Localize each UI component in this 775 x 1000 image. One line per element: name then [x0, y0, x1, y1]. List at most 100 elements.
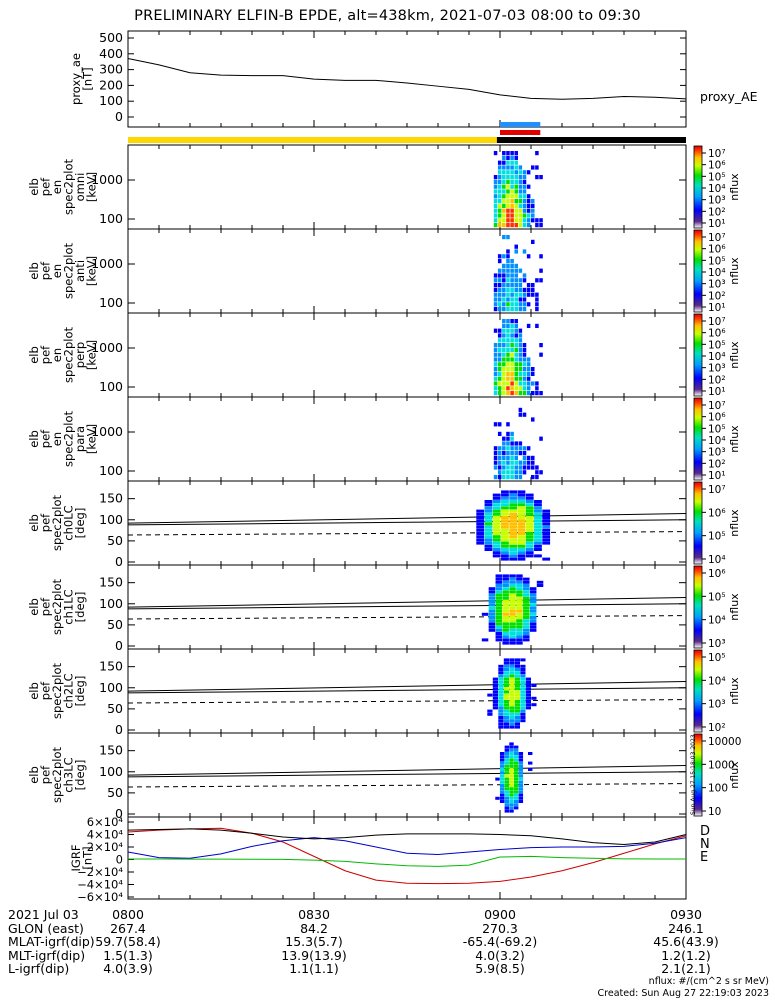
ytick-label: 100 [99, 596, 123, 611]
pitch-angle-cell [534, 548, 542, 551]
pitch-angle-cell [488, 606, 496, 610]
axis-row-value: 45.6(43.9) [653, 934, 719, 950]
spectrogram-cell [506, 376, 510, 381]
pitch-angle-cell [502, 632, 509, 635]
spectrogram-cell [510, 160, 514, 165]
pitch-angle-cell [509, 606, 516, 610]
spectrogram-cell [531, 199, 535, 204]
spectrogram-cell [497, 333, 502, 338]
pitch-angle-cell [523, 584, 530, 587]
ylabel-ch1LC-4: [deg] [73, 592, 87, 623]
pitch-angle-cell [509, 584, 516, 587]
pitch-angle-cell [509, 784, 514, 787]
spectrogram-cell [510, 357, 514, 362]
spectrogram-cell [526, 218, 531, 223]
ylabel-perp-2: en [50, 348, 64, 362]
pitch-angle-cell [525, 684, 531, 687]
pitch-angle-cell [509, 600, 516, 603]
igrf-legend-D: D [700, 824, 710, 839]
pitch-angle-cell [520, 716, 526, 719]
ylabel-para-5: [keV] [85, 424, 99, 454]
spectrogram-cell [514, 184, 518, 189]
axis-row-value: 1.2(1.2) [661, 947, 711, 963]
spectrogram-cell [506, 155, 510, 160]
pitch-angle-cell [534, 535, 542, 539]
axis-row-value: -65.4(-69.2) [462, 934, 538, 950]
spectrogram-cell [518, 302, 523, 307]
spectrogram-cell [535, 475, 539, 480]
spectrogram-cell [531, 208, 535, 213]
spectrogram-cell [531, 460, 535, 465]
ylabel-anti-4: anti [73, 260, 87, 282]
pitch-angle-cell [518, 755, 524, 759]
pitch-angle-cell [513, 787, 519, 791]
pitch-angle-cell [509, 690, 515, 694]
pitch-angle-cell [517, 548, 526, 551]
spectrogram-cell [502, 263, 506, 268]
spectrogram-cell [493, 362, 498, 367]
pitch-angle-cell [517, 490, 526, 494]
pitch-angle-cell [518, 758, 524, 762]
pitch-angle-cell [492, 509, 501, 513]
dashed-loss-cone-line [127, 531, 687, 536]
pitch-angle-cell [476, 509, 485, 513]
spectrogram-cell [526, 357, 531, 362]
spectrogram-cell [514, 343, 518, 348]
panel-frame [127, 228, 687, 314]
pitch-angle-cell [495, 603, 503, 607]
pitch-angle-cell [501, 532, 509, 535]
spectrogram-cell [493, 347, 498, 352]
pitch-angle-cell [509, 800, 514, 803]
axis-row-label: MLAT-igrf(dip) [8, 934, 95, 950]
pitch-angle-cell [528, 768, 533, 771]
pitch-angle-cell [518, 790, 524, 794]
spectrogram-cell [497, 302, 502, 307]
pitch-angle-cell [534, 525, 542, 529]
pitch-angle-cell [492, 700, 498, 703]
spectrogram-cell [502, 475, 506, 480]
pitch-angle-cell [523, 593, 530, 597]
pitch-angle-cell [513, 748, 519, 752]
axis-row-value: 84.2 [300, 920, 328, 936]
loss-cone-line [127, 519, 687, 526]
pitch-angle-cell [525, 687, 531, 691]
pitch-angle-cell [501, 490, 509, 494]
pitch-angle-cell [509, 658, 515, 662]
pitch-angle-cell [484, 548, 493, 551]
spectrogram-cell [493, 391, 498, 396]
pitch-angle-cell [499, 774, 505, 778]
spectrogram-cell [518, 412, 523, 417]
spectrogram-cell [531, 475, 535, 480]
spectrogram-cell [514, 223, 518, 228]
spectrogram-cell [514, 249, 518, 254]
created-note: Created: Sun Aug 27 22:19:03 2023 [597, 988, 769, 999]
spectrogram-cell [497, 422, 502, 427]
spectrogram-cell [506, 367, 510, 372]
spectrogram-cell [510, 259, 514, 264]
pitch-angle-cell [501, 519, 509, 523]
pitch-angle-cell [514, 693, 520, 697]
spectrogram-cell [502, 465, 506, 470]
spectrogram-cell [502, 194, 506, 199]
spectrogram-cell [506, 268, 510, 273]
spectrogram-cell [497, 218, 502, 223]
pitch-angle-cell [504, 774, 510, 778]
pitch-angle-cell [509, 742, 514, 746]
pitch-angle-cell [488, 628, 496, 632]
spectrogram-cell [518, 268, 523, 273]
pitch-angle-cell [517, 509, 526, 513]
pitch-angle-cell [516, 609, 523, 613]
pitch-angle-cell [542, 522, 551, 526]
pitch-angle-cell [492, 706, 498, 710]
pitch-angle-cell [509, 619, 516, 623]
pitch-angle-cell [513, 803, 519, 807]
spectrogram-cell [514, 441, 518, 446]
pitch-angle-cell [501, 512, 509, 516]
pitch-angle-cell [534, 512, 542, 516]
pitch-angle-cell [498, 700, 504, 703]
pitch-angle-cell [509, 719, 515, 723]
pitch-angle-cell [520, 700, 526, 703]
spectrogram-cell [510, 475, 514, 480]
pitch-angle-cell [501, 500, 509, 503]
pitch-angle-cell [509, 780, 514, 784]
